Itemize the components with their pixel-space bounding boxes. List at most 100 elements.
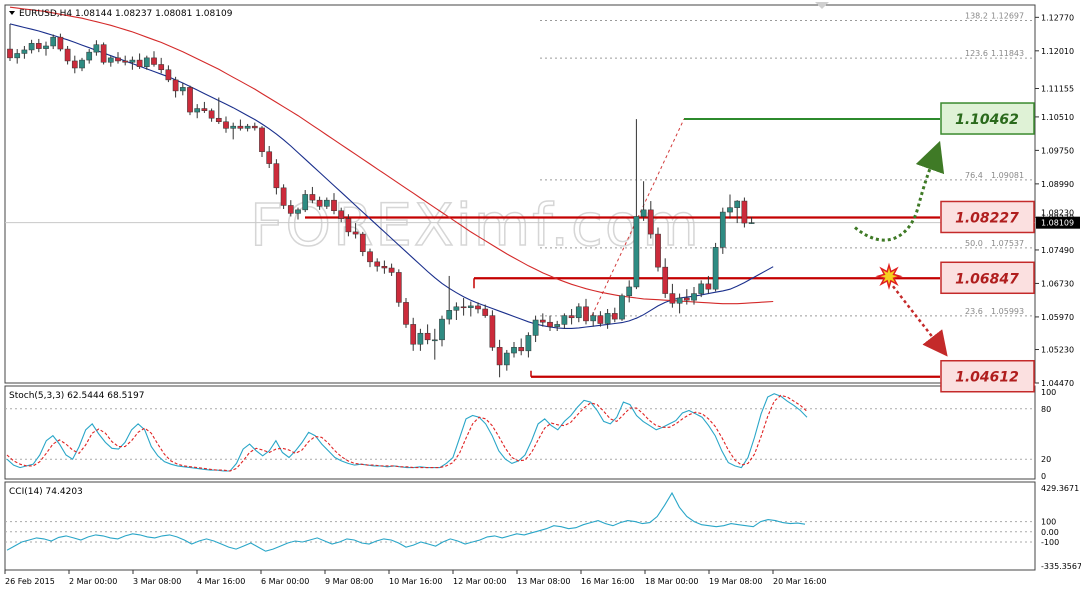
candle-bullish <box>143 57 150 67</box>
candle-bullish <box>748 222 755 224</box>
candle-bullish <box>43 45 49 49</box>
collapse-triangle-icon[interactable] <box>9 11 15 15</box>
candle-bearish <box>424 332 431 341</box>
candle-bearish <box>741 200 748 224</box>
fib-level-label: 50.0 <box>965 239 983 248</box>
level-label-box <box>940 102 1035 135</box>
time-tick-label: 19 Mar 08:00 <box>709 577 762 586</box>
price-tick-label: 1.10510 <box>1041 113 1074 122</box>
price-tick-label: 1.07490 <box>1041 246 1074 255</box>
candle-bullish <box>14 53 21 59</box>
candle-bullish <box>503 352 510 366</box>
current-price-label: 1.08109 <box>1041 219 1074 228</box>
time-tick-label: 18 Mar 00:00 <box>645 577 698 586</box>
price-tick-label: 1.06730 <box>1041 279 1074 288</box>
cci-panel <box>4 481 1036 571</box>
candle-bearish <box>345 218 352 233</box>
candle-bullish <box>590 315 597 322</box>
time-tick-label: 13 Mar 08:00 <box>517 577 570 586</box>
level-label-box <box>940 359 1035 393</box>
candle-bearish <box>165 69 172 81</box>
candle-bearish <box>71 60 78 69</box>
candle-bearish <box>403 302 409 325</box>
candle-bearish <box>395 272 402 303</box>
candle-bullish <box>554 324 561 327</box>
candle-bearish <box>518 347 525 352</box>
candle-bullish <box>453 306 460 311</box>
candle-bullish <box>691 293 697 301</box>
price-tick-label: 1.09750 <box>1041 146 1074 155</box>
candle-bullish <box>640 209 647 217</box>
candle-bullish <box>50 36 57 47</box>
candle-bearish <box>460 306 467 309</box>
fib-price-label: 1.05993 <box>991 307 1024 316</box>
chart-shift-marker[interactable] <box>815 2 829 9</box>
cci-tick-label: -100 <box>1041 538 1059 547</box>
breakout-star-icon <box>875 262 903 290</box>
candle-bearish <box>482 308 489 316</box>
candle-bearish <box>208 110 215 119</box>
candle-bullish <box>194 108 201 113</box>
candle-bearish <box>352 231 359 235</box>
candle-bullish <box>604 313 611 324</box>
candle-bearish <box>64 48 71 62</box>
candle-bearish <box>331 199 337 211</box>
price-tick-label: 1.05970 <box>1041 313 1074 322</box>
time-tick-label: 2 Mar 00:00 <box>69 577 117 586</box>
price-tick-label: 1.12010 <box>1041 47 1074 56</box>
cci-tick-label: 429.3671 <box>1041 484 1079 493</box>
candle-bullish <box>21 49 28 54</box>
fib-level-label: 23.6 <box>965 307 983 316</box>
candle-bearish <box>100 44 107 63</box>
bearish-arrow <box>892 285 948 357</box>
candle-bearish <box>172 79 179 92</box>
cci-line <box>6 491 806 552</box>
candle-bullish <box>561 315 568 325</box>
candle-bearish <box>475 305 481 310</box>
candle-bearish <box>547 321 553 327</box>
candle-bearish <box>251 125 258 129</box>
price-tick-label: 1.08990 <box>1041 180 1074 189</box>
time-tick-label: 10 Mar 16:00 <box>389 577 442 586</box>
candle-bearish <box>287 205 294 214</box>
time-tick-label: 20 Mar 16:00 <box>773 577 826 586</box>
fib-price-label: 1.12697 <box>991 12 1024 21</box>
candle-bullish <box>86 51 93 61</box>
time-tick-label: 6 Mar 00:00 <box>261 577 309 586</box>
time-tick-label: 12 Mar 00:00 <box>453 577 506 586</box>
fib-price-label: 1.07537 <box>991 239 1024 248</box>
bullish-arrow <box>854 140 945 242</box>
candle-bearish <box>655 233 661 268</box>
candle-bearish <box>223 121 229 129</box>
moving-average-slow <box>9 6 774 305</box>
candle-bullish <box>93 44 100 53</box>
candle-bullish <box>719 211 726 248</box>
candle-bullish <box>129 59 136 63</box>
candle-bearish <box>237 125 244 129</box>
candle-bearish <box>611 313 618 320</box>
candle-bearish <box>57 36 64 50</box>
current-price-box <box>1036 216 1080 229</box>
cci-tick-label: 100 <box>1041 518 1056 527</box>
time-tick-label: 4 Mar 16:00 <box>197 577 245 586</box>
candle-bearish <box>367 251 373 263</box>
candle-bearish <box>273 163 280 189</box>
candle-bullish <box>532 319 539 336</box>
stoch-tick-label: 0 <box>1041 472 1046 481</box>
candle-bullish <box>712 247 719 290</box>
candle-bullish <box>179 87 186 92</box>
candle-bearish <box>215 117 222 122</box>
candle-bullish <box>302 194 309 211</box>
candle-bullish <box>446 310 453 320</box>
candle-bearish <box>266 151 273 164</box>
candle-bearish <box>683 297 690 301</box>
candle-bearish <box>662 266 669 294</box>
fib-level-label: 138.2 <box>965 12 988 21</box>
candle-bearish <box>187 87 193 113</box>
candle-bearish <box>7 48 13 59</box>
candle-bearish <box>259 127 265 152</box>
level-label: 1.08227 <box>955 210 1019 226</box>
candle-bearish <box>374 261 381 267</box>
cci-tick-label: 0.00 <box>1041 528 1059 537</box>
